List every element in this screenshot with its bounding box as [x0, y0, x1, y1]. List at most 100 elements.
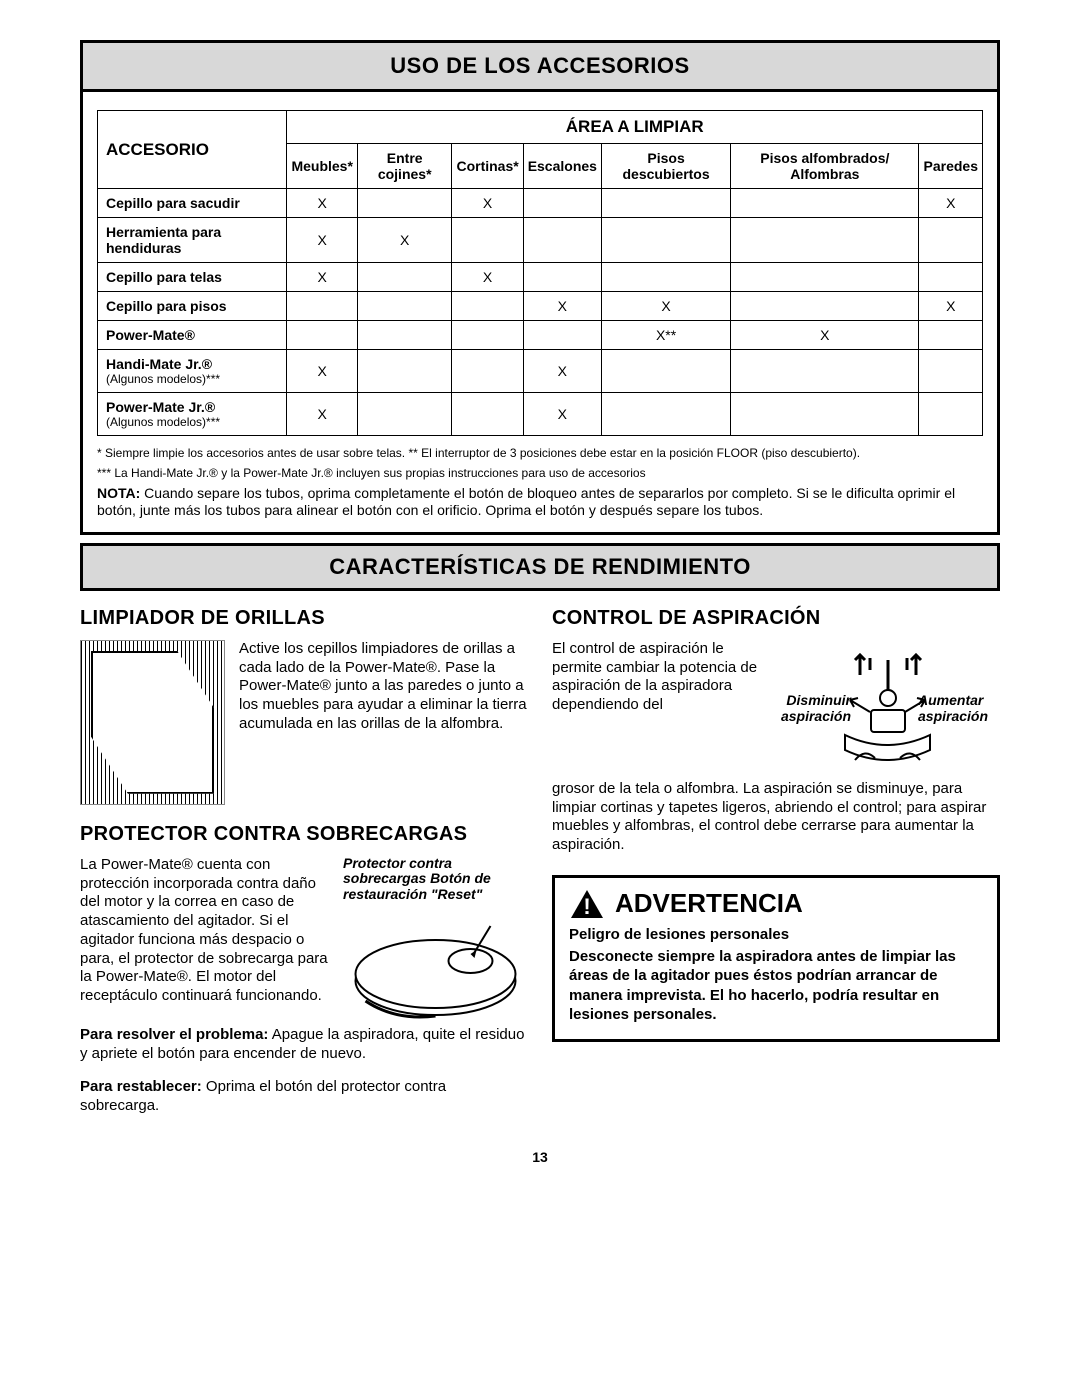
cell: [357, 292, 452, 321]
nota-text: Cuando separe los tubos, oprima completa…: [97, 485, 955, 519]
warning-box: ! ADVERTENCIA Peligro de lesiones person…: [552, 875, 1000, 1042]
para-resolver-lead: Para resolver el problema:: [80, 1026, 268, 1043]
row-label: Power-Mate Jr.®: [106, 399, 215, 415]
cell: [357, 189, 452, 218]
table-row: Power-Mate Jr.®(Algunos modelos)*** X X: [98, 393, 983, 436]
warning-heading: ! ADVERTENCIA: [569, 888, 983, 920]
col-escalones: Escalones: [523, 144, 601, 189]
cell: [919, 218, 983, 263]
cell: X**: [601, 321, 730, 350]
control-text-2: grosor de la tela o alfombra. La aspirac…: [552, 780, 1000, 855]
edge-cleaner-figure: [80, 640, 225, 805]
cell: [919, 350, 983, 393]
increase-suction-label: Aumentar aspiración: [918, 692, 1004, 724]
table-row: Power-Mate® X** X: [98, 321, 983, 350]
cell: X: [357, 218, 452, 263]
protector-caption: Protector contra sobrecargas Botón de re…: [343, 856, 528, 902]
heading-limpiador: LIMPIADOR DE ORILLAS: [80, 607, 528, 630]
cell: X: [287, 263, 357, 292]
cell: [731, 218, 919, 263]
table-row: Cepillo para sacudir X X X: [98, 189, 983, 218]
row-label: Cepillo para sacudir: [106, 195, 240, 211]
cell: [919, 321, 983, 350]
row-label: Power-Mate®: [106, 327, 195, 343]
cell: [731, 350, 919, 393]
cell: [357, 263, 452, 292]
cell: X: [523, 292, 601, 321]
cell: X: [287, 393, 357, 436]
cell: X: [287, 189, 357, 218]
two-column-layout: LIMPIADOR DE ORILLAS Active los cepillos…: [80, 601, 1000, 1131]
col-pisos-alf: Pisos alfombrados/ Alfombras: [731, 144, 919, 189]
row-sublabel: (Algunos modelos)***: [106, 372, 282, 386]
banner-caracteristicas: CARACTERÍSTICAS DE RENDIMIENTO: [80, 543, 1000, 591]
warning-title: ADVERTENCIA: [615, 888, 803, 919]
cell: [452, 292, 523, 321]
table-row: Cepillo para telas X X: [98, 263, 983, 292]
para-restablecer: Para restablecer: Oprima el botón del pr…: [80, 1078, 528, 1116]
accessory-table-wrap: ACCESORIO ÁREA A LIMPIAR Meubles* Entre …: [83, 92, 997, 442]
protector-text: La Power-Mate® cuenta con protección inc…: [80, 856, 329, 1016]
suction-control-figure: Disminuir aspiración Aumentar aspiración: [775, 640, 1000, 780]
cell: [357, 393, 452, 436]
cell: [523, 218, 601, 263]
cell: [919, 393, 983, 436]
protector-figure: Protector contra sobrecargas Botón de re…: [343, 856, 528, 1016]
col-meubles: Meubles*: [287, 144, 357, 189]
cell: [731, 393, 919, 436]
row-label: Handi-Mate Jr.®: [106, 356, 212, 372]
warning-body: Desconecte siempre la aspiradora antes d…: [569, 947, 983, 1025]
cell: X: [452, 189, 523, 218]
nota-block: NOTA: Cuando separe los tubos, oprima co…: [83, 483, 997, 532]
cell: [601, 189, 730, 218]
cell: [523, 321, 601, 350]
cell: [452, 393, 523, 436]
footnote-line-1: * Siempre limpie los accesorios antes de…: [83, 442, 997, 462]
cell: X: [731, 321, 919, 350]
cell: [731, 292, 919, 321]
cell: [601, 263, 730, 292]
table-row: Cepillo para pisos X X X: [98, 292, 983, 321]
cell: X: [919, 189, 983, 218]
col-area-limpiar: ÁREA A LIMPIAR: [287, 111, 983, 144]
cell: [731, 189, 919, 218]
cell: [919, 263, 983, 292]
cell: X: [452, 263, 523, 292]
limpiador-text: Active los cepillos limpiadores de orill…: [239, 640, 528, 805]
col-entre-cojines: Entre cojines*: [357, 144, 452, 189]
cell: [601, 218, 730, 263]
cell: [523, 189, 601, 218]
cell: X: [523, 393, 601, 436]
cell: [452, 218, 523, 263]
cell: [523, 263, 601, 292]
cell: [731, 263, 919, 292]
cell: [601, 350, 730, 393]
cell: X: [523, 350, 601, 393]
col-paredes: Paredes: [919, 144, 983, 189]
table-row: Handi-Mate Jr.®(Algunos modelos)*** X X: [98, 350, 983, 393]
cell: [452, 321, 523, 350]
col-cortinas: Cortinas*: [452, 144, 523, 189]
cell: X: [601, 292, 730, 321]
page-frame: USO DE LOS ACCESORIOS ACCESORIO ÁREA A L…: [80, 40, 1000, 535]
nota-label: NOTA:: [97, 485, 140, 501]
accessory-table: ACCESORIO ÁREA A LIMPIAR Meubles* Entre …: [97, 110, 983, 436]
banner-uso-accesorios: USO DE LOS ACCESORIOS: [83, 40, 997, 92]
decrease-suction-label: Disminuir aspiración: [771, 692, 851, 724]
row-sublabel: (Algunos modelos)***: [106, 415, 282, 429]
cell: [287, 321, 357, 350]
cell: [357, 321, 452, 350]
col-pisos-desc: Pisos descubiertos: [601, 144, 730, 189]
reset-button-icon: [343, 906, 528, 1026]
control-text-1: El control de aspiración le permite camb…: [552, 640, 763, 715]
para-restablecer-lead: Para restablecer:: [80, 1078, 202, 1095]
col-accesorio: ACCESORIO: [98, 111, 287, 189]
table-row: Herramienta para hendiduras X X: [98, 218, 983, 263]
left-column: LIMPIADOR DE ORILLAS Active los cepillos…: [80, 601, 528, 1131]
warning-triangle-icon: !: [569, 888, 605, 920]
footnote-line-2: *** La Handi-Mate Jr.® y la Power-Mate J…: [83, 462, 997, 482]
warning-subtitle: Peligro de lesiones personales: [569, 926, 983, 943]
cell: X: [287, 218, 357, 263]
cell: [287, 292, 357, 321]
cell: [357, 350, 452, 393]
